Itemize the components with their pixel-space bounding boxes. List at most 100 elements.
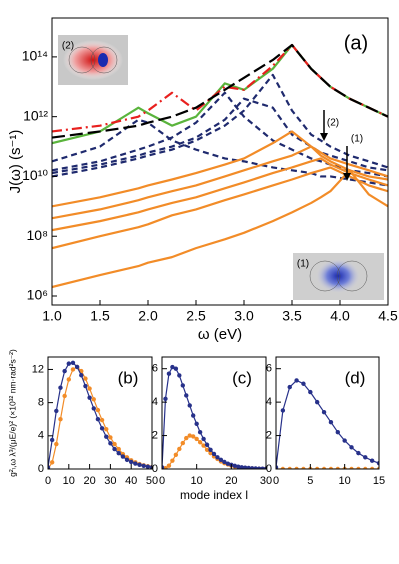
marker (184, 435, 189, 441)
marker (369, 458, 375, 463)
panel-label: (c) (232, 368, 252, 387)
marker (280, 408, 286, 413)
series-group (276, 378, 379, 469)
series-line (52, 166, 388, 250)
arrow-head (320, 133, 328, 141)
marker (243, 465, 248, 469)
marker (287, 466, 292, 469)
x-tick-label: 30 (260, 475, 272, 487)
inset-outline (336, 260, 368, 292)
y-tick-label: 2 (152, 429, 158, 441)
inset-outline (68, 46, 96, 74)
marker (87, 386, 92, 391)
marker (294, 378, 299, 383)
marker (83, 376, 88, 381)
inset-field (63, 40, 123, 80)
marker (335, 430, 340, 435)
x-tick-label: 0 (45, 475, 51, 487)
y-axis-label: g²ₗ,ω λ³/(μE/e)² (×10³² nm·rad²s⁻²) (7, 349, 17, 477)
annotation: (a) (344, 32, 368, 54)
marker (79, 373, 84, 378)
y-tick-label: 10⁶ (27, 287, 48, 303)
series-line (52, 97, 388, 175)
x-tick-label: 3.0 (234, 308, 254, 324)
marker (104, 426, 109, 432)
marker (315, 399, 320, 405)
marker (204, 442, 210, 447)
marker (204, 447, 210, 452)
marker (166, 371, 172, 376)
marker (54, 441, 59, 447)
marker (180, 440, 185, 446)
marker (137, 462, 142, 468)
marker (321, 409, 327, 415)
series-line (276, 379, 379, 468)
marker (91, 406, 96, 411)
marker (349, 445, 354, 450)
x-tick-label: 0 (159, 475, 165, 487)
marker (180, 383, 185, 388)
marker (301, 466, 306, 469)
annotation: (2) (62, 41, 74, 52)
marker (236, 464, 241, 469)
marker (349, 466, 354, 469)
marker (112, 446, 117, 452)
annotation: (2) (327, 118, 339, 129)
marker (308, 389, 313, 395)
y-tick-label: 0 (152, 463, 158, 475)
series-line (52, 169, 388, 289)
axes-frame (161, 356, 267, 470)
marker (173, 452, 179, 457)
x-tick-label: 30 (104, 475, 116, 487)
series-group (52, 43, 388, 289)
marker (170, 364, 175, 370)
marker (249, 466, 255, 469)
marker (215, 455, 220, 460)
marker (335, 466, 340, 469)
inset-outline (90, 46, 118, 74)
x-tick-label: 2.5 (186, 308, 206, 324)
x-tick-label: 2.0 (138, 308, 158, 324)
marker (197, 440, 203, 445)
marker (62, 368, 67, 374)
marker (287, 384, 292, 390)
marker (112, 441, 117, 447)
marker (342, 438, 347, 443)
marker (170, 458, 175, 463)
x-tick-label: 10 (191, 475, 203, 487)
x-tick-label: 10 (339, 475, 351, 487)
arrow-head (343, 173, 351, 181)
insets (58, 35, 384, 300)
x-axis-label: ω (eV) (198, 326, 242, 343)
marker (369, 466, 375, 469)
plot-area: 1.0 1.5 2.0 2.5 3.0 3.5 4.0 4.5 10⁶ 10⁸ 10¹⁰ 10¹² 10… (22, 17, 398, 324)
marker (191, 413, 196, 418)
marker (70, 367, 76, 372)
marker (108, 435, 113, 440)
x-tick-label: 40 (125, 475, 137, 487)
marker (99, 417, 105, 423)
marker (145, 464, 151, 469)
annotation: (1) (297, 259, 309, 270)
marker (321, 466, 327, 469)
marker (363, 455, 368, 460)
marker (356, 450, 361, 456)
marker (48, 465, 51, 469)
panel-label: (d) (345, 368, 366, 387)
x-tick-label: 20 (83, 475, 95, 487)
marker (260, 466, 265, 469)
arrows (320, 110, 351, 181)
x-tick-label: 15 (373, 475, 385, 487)
marker (58, 417, 63, 422)
marker (253, 466, 258, 469)
y-tick-label: 10¹⁰ (22, 167, 48, 183)
marker (108, 441, 113, 446)
marker (133, 461, 138, 466)
marker (201, 436, 206, 442)
marker (70, 360, 76, 366)
marker (256, 466, 262, 469)
x-tick-label: 5 (307, 475, 313, 487)
